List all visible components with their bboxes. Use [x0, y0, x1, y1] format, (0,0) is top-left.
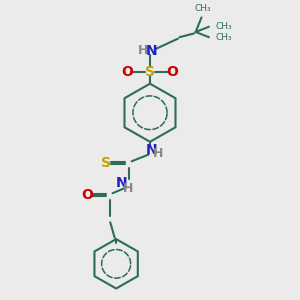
Text: S: S — [145, 65, 155, 79]
Text: H: H — [123, 182, 133, 195]
Text: H: H — [138, 44, 149, 57]
Text: CH₃: CH₃ — [215, 22, 232, 31]
Text: H: H — [153, 147, 164, 160]
Text: N: N — [115, 176, 127, 190]
Text: CH₃: CH₃ — [195, 4, 211, 13]
Text: O: O — [81, 188, 93, 202]
Text: CH₃: CH₃ — [215, 33, 232, 42]
Text: O: O — [122, 65, 133, 79]
Text: N: N — [146, 142, 157, 157]
Text: N: N — [146, 44, 157, 58]
Text: S: S — [101, 156, 111, 170]
Text: O: O — [167, 65, 178, 79]
